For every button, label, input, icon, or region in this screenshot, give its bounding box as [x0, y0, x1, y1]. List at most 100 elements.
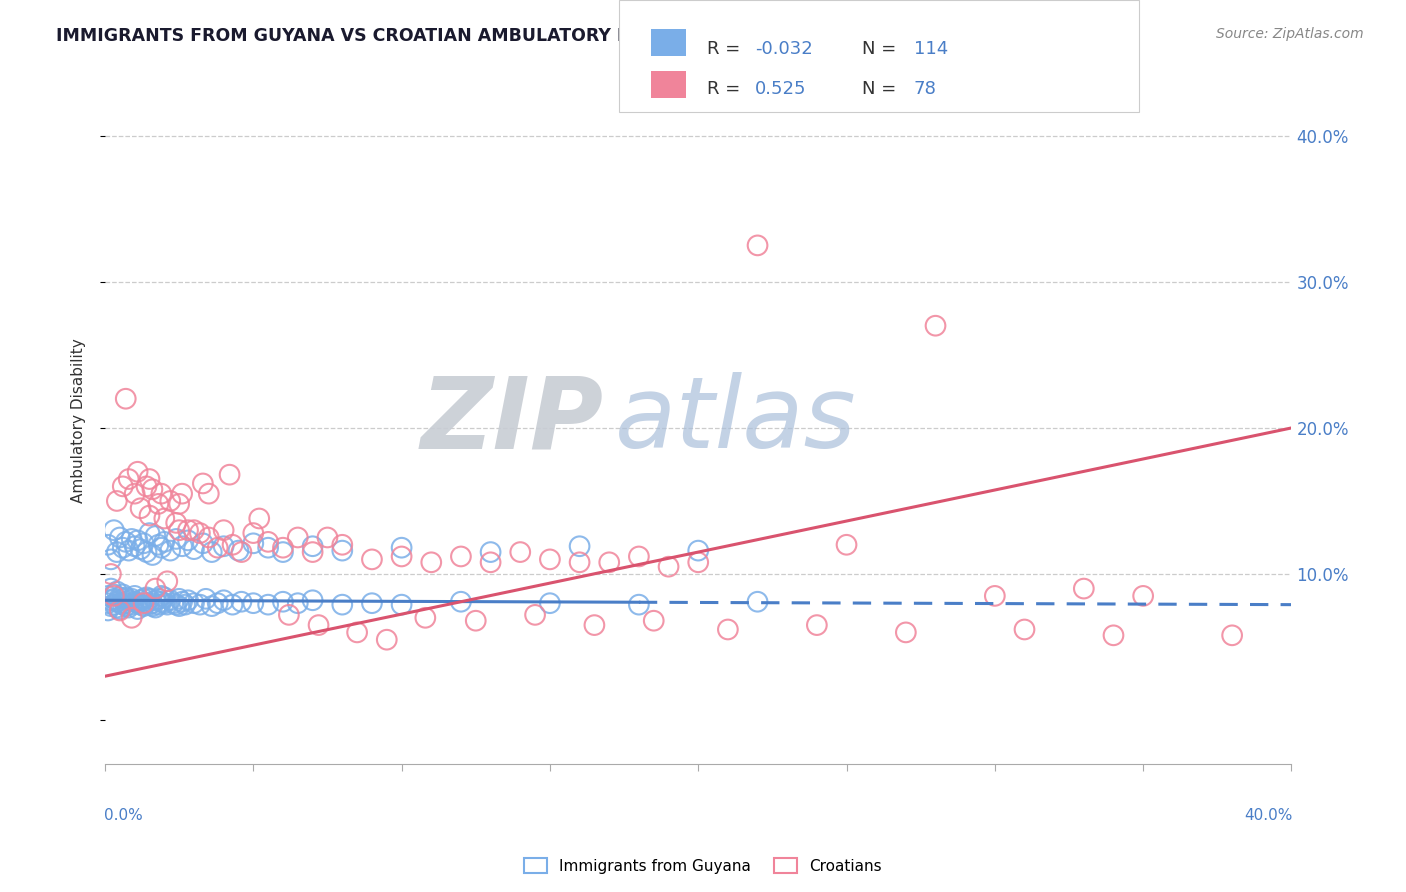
- Point: [129, 593, 152, 607]
- Point: [159, 494, 181, 508]
- Text: R =: R =: [707, 80, 747, 98]
- Point: [172, 539, 194, 553]
- Point: [568, 555, 591, 569]
- Point: [132, 596, 155, 610]
- Point: [97, 538, 120, 552]
- Point: [141, 596, 163, 610]
- Point: [207, 596, 229, 610]
- Point: [118, 543, 141, 558]
- Point: [129, 501, 152, 516]
- Point: [747, 595, 769, 609]
- Point: [391, 598, 413, 612]
- Point: [1220, 628, 1243, 642]
- Point: [100, 566, 122, 581]
- Point: [105, 494, 128, 508]
- Point: [167, 497, 190, 511]
- Point: [198, 531, 221, 545]
- Point: [167, 591, 190, 606]
- Point: [287, 596, 309, 610]
- Point: [346, 625, 368, 640]
- Point: [167, 599, 190, 613]
- Point: [145, 582, 167, 596]
- Point: [153, 511, 176, 525]
- Point: [643, 614, 665, 628]
- Point: [271, 545, 294, 559]
- Point: [129, 598, 152, 612]
- Point: [257, 541, 280, 555]
- Point: [218, 467, 240, 482]
- Point: [150, 595, 173, 609]
- Point: [114, 596, 136, 610]
- Point: [316, 531, 339, 545]
- Point: [141, 483, 163, 497]
- Point: [247, 511, 270, 525]
- Point: [1102, 628, 1125, 642]
- Point: [167, 523, 190, 537]
- Point: [165, 532, 187, 546]
- Point: [162, 596, 184, 610]
- Point: [114, 599, 136, 613]
- Point: [165, 598, 187, 612]
- Point: [420, 555, 443, 569]
- Point: [97, 596, 120, 610]
- Text: R =: R =: [707, 40, 747, 58]
- Point: [747, 238, 769, 252]
- Point: [717, 623, 740, 637]
- Point: [129, 542, 152, 557]
- Point: [257, 598, 280, 612]
- Point: [124, 486, 146, 500]
- Point: [148, 598, 170, 612]
- Point: [1132, 589, 1154, 603]
- Point: [984, 589, 1007, 603]
- Point: [100, 582, 122, 596]
- Point: [145, 593, 167, 607]
- Point: [114, 591, 136, 605]
- Text: 114: 114: [914, 40, 948, 58]
- Point: [198, 486, 221, 500]
- Text: 0.525: 0.525: [755, 80, 807, 98]
- Point: [308, 618, 330, 632]
- Point: [183, 596, 205, 610]
- Text: ZIP: ZIP: [420, 372, 603, 469]
- Point: [127, 596, 149, 610]
- Point: [450, 595, 472, 609]
- Point: [221, 598, 243, 612]
- Point: [479, 545, 502, 559]
- Point: [127, 465, 149, 479]
- Point: [415, 611, 437, 625]
- Point: [391, 549, 413, 564]
- Point: [138, 526, 160, 541]
- Text: Source: ZipAtlas.com: Source: ZipAtlas.com: [1216, 27, 1364, 41]
- Point: [257, 534, 280, 549]
- Point: [207, 541, 229, 555]
- Point: [524, 607, 547, 622]
- Point: [135, 479, 157, 493]
- Point: [138, 598, 160, 612]
- Point: [121, 611, 143, 625]
- Point: [138, 591, 160, 606]
- Point: [150, 541, 173, 555]
- Point: [124, 595, 146, 609]
- Point: [111, 587, 134, 601]
- Point: [108, 603, 131, 617]
- Point: [172, 595, 194, 609]
- Point: [111, 591, 134, 606]
- Point: [105, 595, 128, 609]
- Text: -0.032: -0.032: [755, 40, 813, 58]
- Point: [221, 538, 243, 552]
- Point: [242, 526, 264, 541]
- Point: [124, 589, 146, 603]
- Point: [141, 599, 163, 613]
- Point: [191, 476, 214, 491]
- Point: [105, 600, 128, 615]
- Point: [330, 538, 353, 552]
- Text: atlas: atlas: [616, 372, 856, 469]
- Point: [148, 497, 170, 511]
- Point: [135, 596, 157, 610]
- Point: [242, 536, 264, 550]
- Point: [153, 591, 176, 605]
- Point: [103, 523, 125, 537]
- Point: [105, 584, 128, 599]
- Point: [924, 318, 946, 333]
- Point: [135, 545, 157, 559]
